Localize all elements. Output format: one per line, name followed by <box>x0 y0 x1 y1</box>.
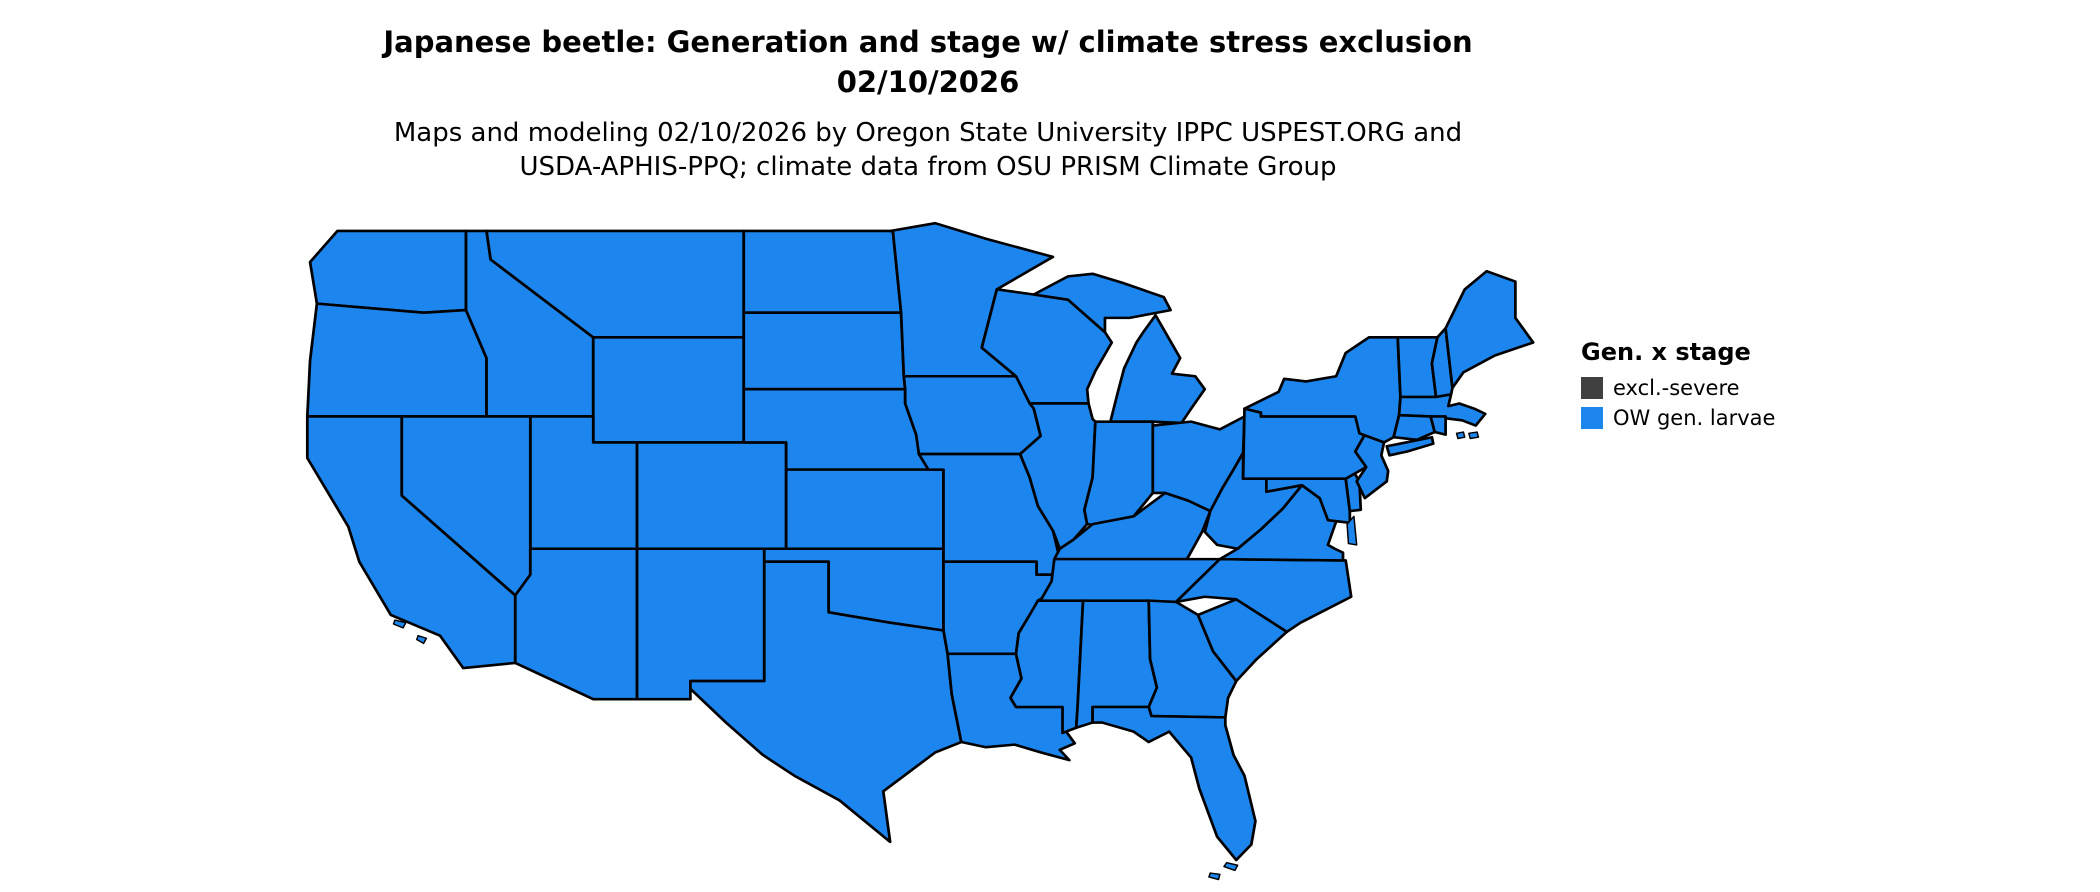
legend-item-ow-gen-larvae: OW gen. larvae <box>1581 406 1775 430</box>
map-legend: Gen. x stage excl.-severe OW gen. larvae <box>1581 338 1775 436</box>
state-nm <box>635 547 766 701</box>
legend-item-excl-severe: excl.-severe <box>1581 376 1775 400</box>
state-nj <box>1353 432 1390 500</box>
state-ga <box>1147 599 1238 719</box>
figure-subtitle-line1: Maps and modeling 02/10/2026 by Oregon S… <box>393 118 1463 148</box>
legend-title: Gen. x stage <box>1581 338 1751 366</box>
figure-title-date: 02/10/2026 <box>836 65 1020 99</box>
figure-subtitle: Maps and modeling 02/10/2026 by Oregon S… <box>0 116 1856 184</box>
figure-title-line1: Japanese beetle: Generation and stage w/… <box>383 25 1473 59</box>
state-ca <box>305 415 517 670</box>
island-fl-keys-1 <box>1223 861 1239 872</box>
island-fl-keys-2 <box>1208 872 1221 881</box>
legend-label-excl-severe: excl.-severe <box>1613 376 1740 400</box>
state-nd <box>742 229 903 314</box>
figure-header: Japanese beetle: Generation and stage w/… <box>0 22 1856 184</box>
state-pa <box>1241 407 1368 481</box>
island-nantucket <box>1468 431 1480 440</box>
legend-swatch-excl-severe <box>1581 377 1603 399</box>
state-ks <box>784 468 945 551</box>
state-fl <box>1091 705 1257 862</box>
va-eastern-shore <box>1346 515 1358 546</box>
state-nc <box>1174 557 1353 634</box>
state-mi <box>1109 313 1207 425</box>
state-wy <box>591 336 746 444</box>
state-ia <box>902 374 1042 456</box>
legend-label-ow-gen-larvae: OW gen. larvae <box>1613 406 1776 430</box>
state-co <box>635 441 788 551</box>
island-ca-channel-1 <box>392 619 407 629</box>
island-marthas-vineyard <box>1455 431 1466 440</box>
us-map <box>305 221 1535 881</box>
state-az <box>513 547 639 701</box>
island-ca-channel-2 <box>416 634 428 645</box>
figure-subtitle-line2: USDA-APHIS-PPQ; climate data from OSU PR… <box>519 152 1337 182</box>
state-sd <box>742 311 907 391</box>
state-ny-long-island <box>1385 435 1435 457</box>
legend-swatch-ow-gen-larvae <box>1581 407 1603 429</box>
state-wa <box>308 229 468 314</box>
state-mi-upper <box>1032 272 1172 334</box>
state-tx <box>689 560 963 844</box>
state-me <box>1444 269 1535 390</box>
state-or <box>305 302 488 418</box>
state-ct <box>1392 413 1437 442</box>
